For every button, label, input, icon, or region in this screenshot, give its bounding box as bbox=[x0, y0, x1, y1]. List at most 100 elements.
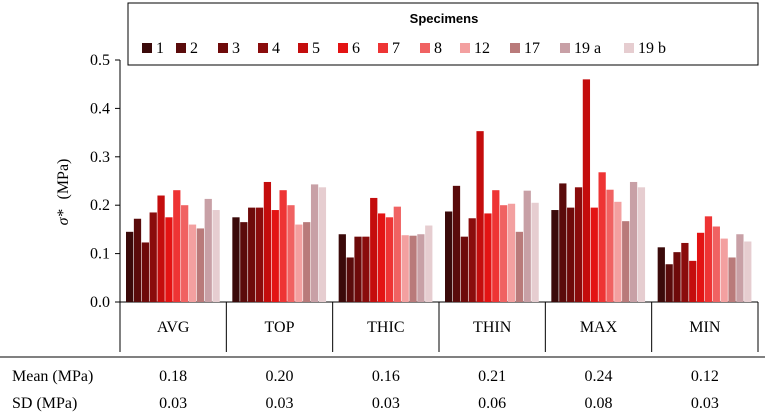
bar bbox=[240, 222, 248, 302]
table-cell: 0.03 bbox=[372, 395, 400, 412]
table-cell: 0.03 bbox=[159, 395, 187, 412]
legend-swatch bbox=[258, 43, 268, 53]
legend-item-label: 17 bbox=[524, 40, 540, 57]
bar bbox=[417, 234, 425, 302]
table-cell: 0.20 bbox=[266, 368, 294, 385]
legend-swatch bbox=[560, 43, 570, 53]
bar bbox=[385, 217, 394, 302]
bar bbox=[157, 195, 165, 302]
bar bbox=[523, 190, 531, 302]
bar bbox=[598, 172, 606, 302]
bar bbox=[318, 187, 327, 302]
bar bbox=[354, 236, 362, 302]
bar bbox=[452, 185, 461, 302]
x-category-label: MIN bbox=[689, 319, 721, 336]
bar bbox=[551, 210, 559, 302]
y-tick-label: 0.3 bbox=[90, 149, 110, 166]
legend-swatch bbox=[460, 43, 470, 53]
bar bbox=[696, 232, 705, 302]
bar bbox=[629, 181, 638, 302]
table-cell: 0.08 bbox=[585, 395, 613, 412]
bar bbox=[689, 260, 697, 302]
bar bbox=[606, 189, 614, 302]
table-row-label: Mean (MPa) bbox=[12, 368, 93, 385]
bar bbox=[377, 213, 386, 302]
bar bbox=[559, 183, 567, 302]
bar bbox=[460, 236, 468, 302]
bar bbox=[141, 242, 149, 302]
bar bbox=[531, 202, 539, 302]
bar bbox=[468, 218, 476, 302]
bar bbox=[681, 242, 689, 302]
bar bbox=[204, 198, 212, 302]
legend-item-label: 5 bbox=[312, 40, 320, 57]
bar bbox=[476, 131, 484, 302]
bar bbox=[401, 235, 409, 302]
x-category-label: MAX bbox=[580, 319, 618, 336]
legend-swatch bbox=[510, 43, 520, 53]
bar bbox=[736, 234, 744, 302]
bar bbox=[338, 234, 346, 302]
table-cell: 0.06 bbox=[478, 395, 506, 412]
x-category-label: TOP bbox=[265, 319, 295, 336]
bar bbox=[149, 212, 157, 302]
bar bbox=[279, 190, 287, 302]
bar bbox=[712, 226, 720, 302]
bar bbox=[425, 225, 433, 302]
table-cell: 0.24 bbox=[585, 368, 613, 385]
table-cell: 0.03 bbox=[691, 395, 719, 412]
legend-swatch bbox=[298, 43, 308, 53]
y-axis-unit: (MPa) bbox=[55, 159, 72, 200]
bar bbox=[310, 184, 319, 302]
legend-swatch bbox=[142, 43, 152, 53]
bar bbox=[248, 207, 256, 302]
bar bbox=[515, 231, 524, 302]
bar bbox=[362, 236, 370, 302]
legend-title: Specimens bbox=[410, 11, 479, 26]
legend-swatch bbox=[624, 43, 634, 53]
legend-item-label: 2 bbox=[190, 40, 198, 57]
bar bbox=[370, 197, 378, 302]
bar bbox=[665, 264, 673, 302]
bar bbox=[393, 206, 401, 302]
bars bbox=[126, 79, 752, 302]
x-category-label: THIN bbox=[473, 319, 512, 336]
bar bbox=[255, 207, 264, 302]
y-tick-label: 0.5 bbox=[90, 52, 110, 69]
bar bbox=[728, 257, 736, 302]
table-cell: 0.18 bbox=[159, 368, 187, 385]
bar bbox=[232, 217, 240, 302]
legend-item-label: 19 a bbox=[574, 40, 601, 57]
bar bbox=[133, 218, 142, 302]
bar bbox=[507, 203, 516, 302]
table-cell: 0.21 bbox=[478, 368, 506, 385]
bar bbox=[271, 210, 279, 302]
y-tick-label: 0.0 bbox=[90, 294, 110, 311]
bar bbox=[622, 221, 630, 302]
table-cell: 0.03 bbox=[266, 395, 294, 412]
y-axis-label: σ* (MPa) bbox=[55, 159, 72, 226]
x-category-label: AVG bbox=[157, 319, 190, 336]
bar bbox=[590, 207, 598, 302]
y-tick-label: 0.2 bbox=[90, 197, 110, 214]
table-cell: 0.12 bbox=[691, 368, 719, 385]
bar bbox=[126, 231, 134, 302]
legend-swatch bbox=[218, 43, 228, 53]
summary-table: Mean (MPa) 0.18 0.20 0.16 0.21 0.24 0.12 SD (MP… bbox=[0, 356, 765, 412]
bar bbox=[614, 201, 622, 302]
legend-item-label: 7 bbox=[392, 40, 400, 57]
y-axis-label-text: σ* (MPa) bbox=[55, 159, 72, 226]
legend-item-label: 3 bbox=[232, 40, 240, 57]
bar bbox=[582, 79, 591, 302]
legend-swatch bbox=[378, 43, 388, 53]
y-tick-label: 0.4 bbox=[90, 100, 110, 117]
bar bbox=[704, 216, 713, 302]
legend-item-label: 6 bbox=[352, 40, 360, 57]
legend-swatch bbox=[420, 43, 430, 53]
legend-item-label: 4 bbox=[272, 40, 280, 57]
bar bbox=[720, 238, 728, 302]
bar bbox=[637, 187, 646, 302]
bar bbox=[492, 190, 500, 302]
bar bbox=[181, 205, 189, 302]
